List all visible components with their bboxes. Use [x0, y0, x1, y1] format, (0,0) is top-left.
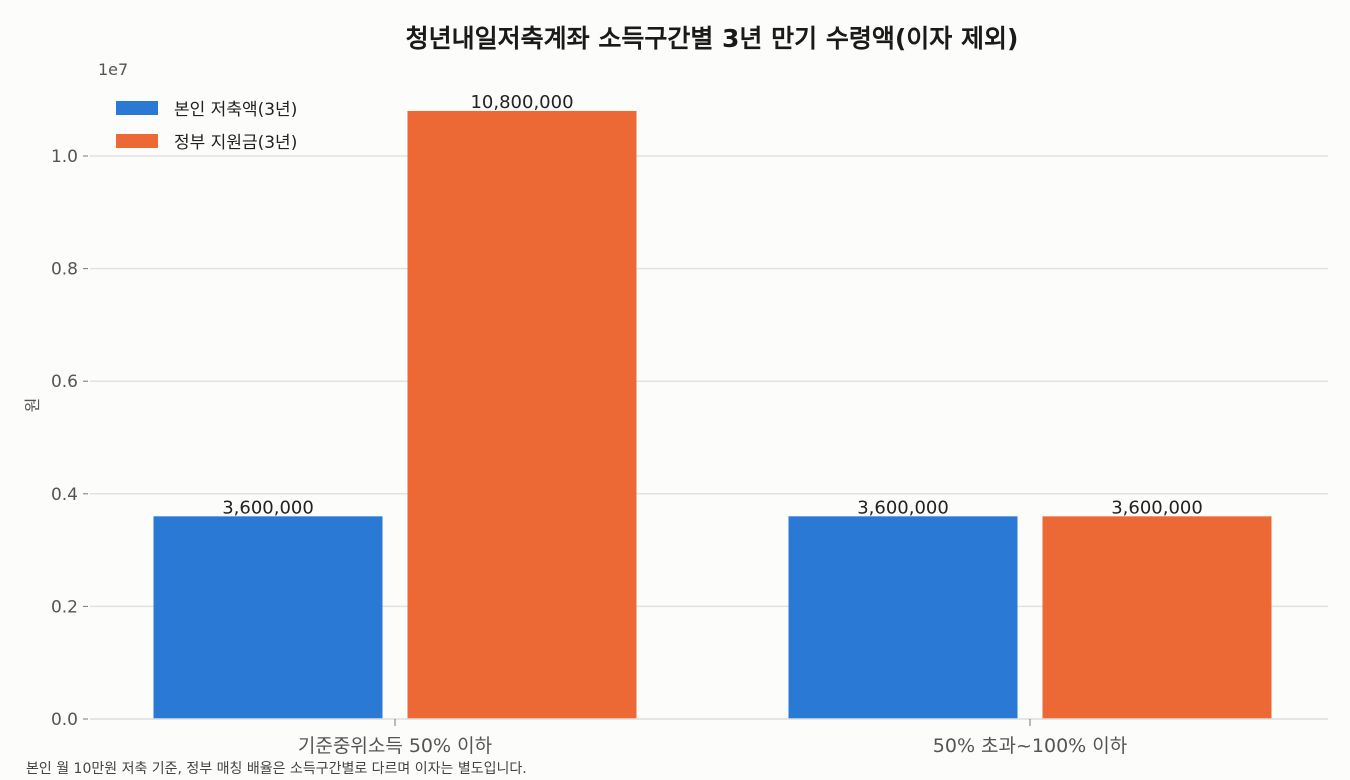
bar-0-0	[153, 516, 383, 719]
legend-swatch-gov	[116, 134, 158, 148]
value-labels: 3,600,000 10,800,000 3,600,000 3,600,000	[222, 92, 1203, 518]
x-axis-ticks: 기준중위소득 50% 이하 50% 초과~100% 이하	[298, 719, 1127, 757]
value-label-1-0: 3,600,000	[857, 497, 949, 518]
value-label-0-1: 10,800,000	[470, 92, 573, 113]
y-tick-label-4: 0.8	[51, 260, 78, 280]
bars	[153, 110, 1272, 719]
bar-1-0	[788, 516, 1018, 719]
y-axis-label: 원	[23, 398, 42, 413]
bar-1-1	[1042, 516, 1272, 719]
value-label-1-1: 3,600,000	[1111, 497, 1203, 518]
y-tick-label-1: 0.2	[51, 597, 78, 617]
y-tick-label-3: 0.6	[51, 372, 78, 392]
y-tick-label-5: 1.0	[51, 147, 78, 167]
legend-label-self: 본인 저축액(3년)	[174, 100, 297, 120]
chart-title: 청년내일저축계좌 소득구간별 3년 만기 수령액(이자 제외)	[406, 24, 1019, 53]
y-tick-label-0: 0.0	[51, 710, 78, 730]
y-scale-label: 1e7	[98, 60, 128, 79]
footnote: 본인 월 10만원 저축 기준, 정부 매칭 배율은 소득구간별로 다르며 이자…	[26, 761, 527, 777]
legend-label-gov: 정부 지원금(3년)	[174, 133, 297, 153]
x-tick-label-1: 50% 초과~100% 이하	[933, 735, 1127, 757]
x-tick-label-0: 기준중위소득 50% 이하	[298, 735, 492, 757]
bar-0-1	[407, 110, 637, 719]
y-axis-ticks: 0.0 0.2 0.4 0.6 0.8 1.0	[51, 147, 88, 730]
y-tick-label-2: 0.4	[51, 485, 78, 505]
legend-swatch-self	[116, 101, 158, 115]
value-label-0-0: 3,600,000	[222, 497, 314, 518]
legend: 본인 저축액(3년) 정부 지원금(3년)	[116, 100, 297, 153]
